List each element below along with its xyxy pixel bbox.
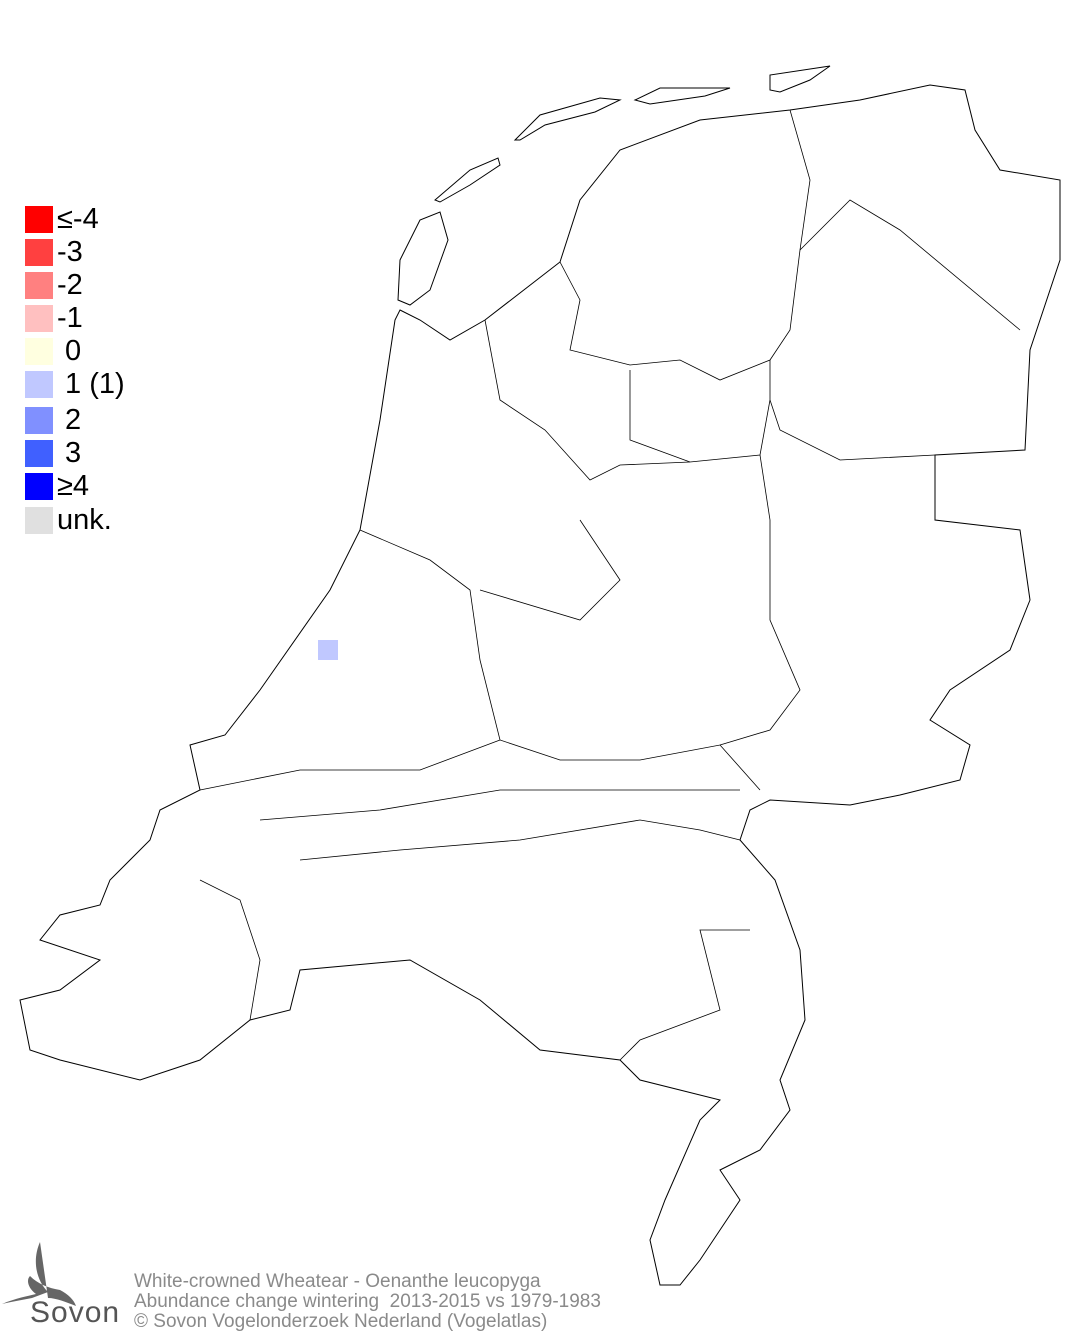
legend-item: 2 <box>25 404 82 436</box>
caption-species: White-crowned Wheatear - Oenanthe leucop… <box>134 1271 541 1292</box>
island-ameland <box>633 87 731 105</box>
observation-cell <box>318 640 338 660</box>
legend-swatch <box>25 406 53 434</box>
province-borders <box>199 109 1021 1061</box>
legend-item: -1 <box>25 302 83 334</box>
legend-label: 0 <box>57 335 82 367</box>
island-vlieland <box>434 157 501 203</box>
legend-label: -1 <box>57 302 83 334</box>
legend-item: 1 (1) <box>25 368 125 400</box>
mainland-outline <box>19 84 1061 1286</box>
legend-label: -2 <box>57 269 83 301</box>
legend-swatch <box>25 370 53 398</box>
legend-swatch <box>25 439 53 467</box>
legend-label: 1 (1) <box>57 368 125 400</box>
legend-swatch <box>25 506 53 534</box>
legend-item: ≤-4 <box>25 203 99 235</box>
logo-text: Sovon <box>30 1296 121 1329</box>
legend-item: -3 <box>25 236 83 268</box>
legend-label: 2 <box>57 404 82 436</box>
island-texel <box>397 211 449 306</box>
legend-label: ≤-4 <box>57 203 99 235</box>
island-schiermonnikoog <box>769 65 831 93</box>
legend-item: -2 <box>25 269 83 301</box>
legend-label: 3 <box>57 437 82 469</box>
legend-item: 3 <box>25 437 82 469</box>
legend-swatch <box>25 337 53 365</box>
sovon-swallow-logo-icon <box>2 1242 76 1306</box>
caption-subtitle: Abundance change wintering 2013-2015 vs … <box>134 1291 601 1312</box>
legend-label: -3 <box>57 236 83 268</box>
caption-copyright: © Sovon Vogelonderzoek Nederland (Vogela… <box>134 1311 548 1332</box>
legend-swatch <box>25 271 53 299</box>
legend-item: ≥4 <box>25 470 90 502</box>
legend-label: ≥4 <box>57 470 90 502</box>
legend-swatch <box>25 472 53 500</box>
legend-label: unk. <box>57 504 112 536</box>
legend-swatch <box>25 238 53 266</box>
legend-swatch <box>25 304 53 332</box>
island-terschelling <box>513 97 622 141</box>
legend-swatch <box>25 205 53 233</box>
legend-item: 0 <box>25 335 82 367</box>
legend-item: unk. <box>25 504 112 536</box>
caption: White-crowned Wheatear - Oenanthe leucop… <box>134 1272 601 1332</box>
